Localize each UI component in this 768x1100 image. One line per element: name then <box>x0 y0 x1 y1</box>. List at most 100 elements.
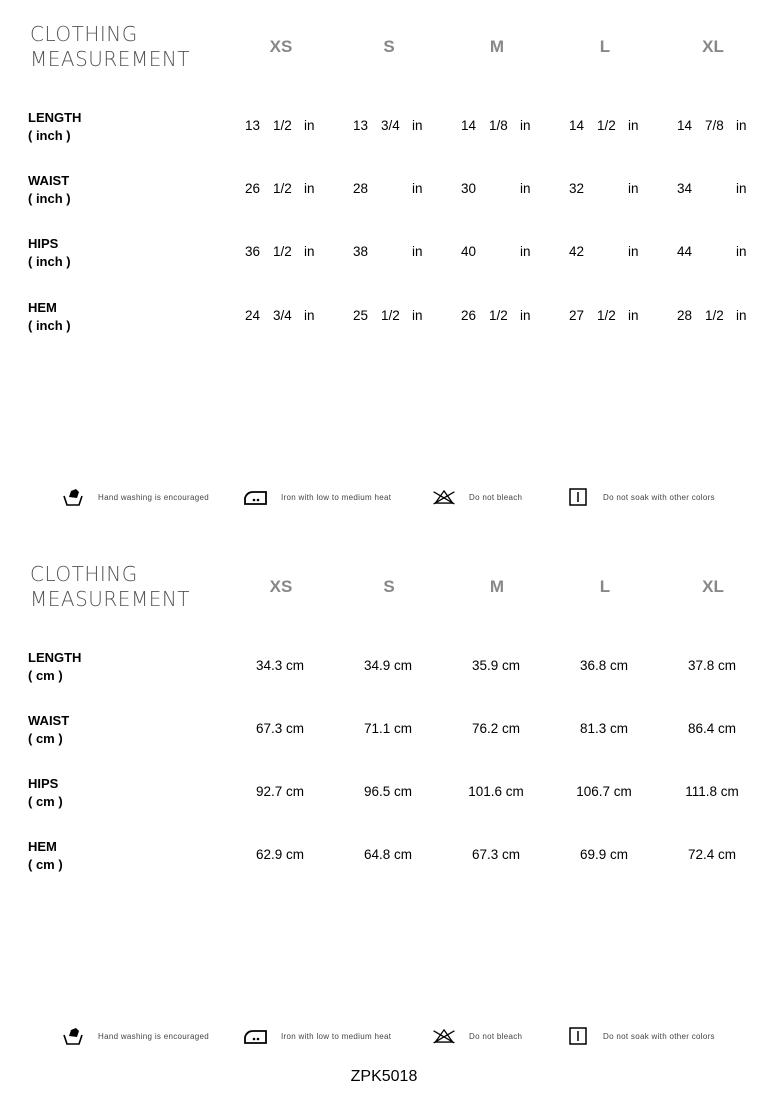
value-cell: 111.8 cm <box>685 784 739 799</box>
value-whole: 36 <box>245 244 261 259</box>
value-unit: in <box>520 118 531 133</box>
value-whole: 40 <box>461 244 477 259</box>
value-fraction: 3/4 <box>381 118 400 133</box>
value-whole: 44 <box>677 244 693 259</box>
value-cell: 62.9 cm <box>255 847 305 862</box>
value-fraction: 1/2 <box>273 118 292 133</box>
row-label: LENGTH <box>28 650 82 665</box>
row-unit: ( inch ) <box>28 254 71 269</box>
value-whole: 13 <box>245 118 261 133</box>
no-bleach-icon <box>431 486 457 508</box>
value-whole: 13 <box>353 118 369 133</box>
value-fraction: 1/8 <box>489 118 508 133</box>
row-label: WAIST <box>28 173 70 188</box>
row-label: HIPS <box>28 776 59 791</box>
hand-wash-icon <box>60 486 86 508</box>
section-title-line2: MEASUREMENT <box>30 47 191 71</box>
care-item: Hand washing is encouraged <box>60 1025 209 1047</box>
value-cell: 71.1 cm <box>363 721 413 736</box>
value-fraction: 7/8 <box>705 118 724 133</box>
size-header-l: L <box>599 37 611 56</box>
value-unit: in <box>304 181 315 196</box>
value-cell: 101.6 cm <box>468 784 524 799</box>
value-cell: 35.9 cm <box>471 658 521 673</box>
care-text: Iron with low to medium heat <box>281 492 392 502</box>
section-title-line2: MEASUREMENT <box>30 587 191 611</box>
no-bleach-icon <box>431 1025 457 1047</box>
value-fraction: 1/2 <box>597 308 616 323</box>
value-cell: 37.8 cm <box>687 658 737 673</box>
value-unit: in <box>520 308 531 323</box>
care-text: Do not bleach <box>469 492 523 502</box>
value-unit: in <box>628 181 639 196</box>
value-fraction: 3/4 <box>273 308 292 323</box>
value-whole: 28 <box>677 308 693 323</box>
value-unit: in <box>412 181 423 196</box>
row-unit: ( cm ) <box>28 857 63 872</box>
value-fraction: 1/2 <box>273 244 292 259</box>
row-label: HEM <box>28 839 57 854</box>
value-whole: 14 <box>461 118 477 133</box>
product-code: ZPK5018 <box>350 1068 418 1085</box>
row-label: HEM <box>28 300 57 315</box>
value-cell: 36.8 cm <box>579 658 629 673</box>
value-fraction: 1/2 <box>489 308 508 323</box>
care-item: Iron with low to medium heat <box>243 486 391 508</box>
value-whole: 38 <box>353 244 369 259</box>
row-unit: ( inch ) <box>28 318 71 333</box>
care-text: Do not bleach <box>469 1031 523 1041</box>
row-unit: ( cm ) <box>28 668 63 683</box>
iron-icon <box>243 1025 269 1047</box>
care-text: Hand washing is encouraged <box>98 492 209 502</box>
section-title: CLOTHING <box>30 22 138 46</box>
value-unit: in <box>304 118 315 133</box>
care-text: Hand washing is encouraged <box>98 1031 209 1041</box>
value-whole: 30 <box>461 181 477 196</box>
care-text: Iron with low to medium heat <box>281 1031 392 1041</box>
value-cell: 67.3 cm <box>471 847 521 862</box>
size-header-m: M <box>489 37 505 56</box>
size-header-xl: XL <box>702 37 724 56</box>
value-unit: in <box>628 308 639 323</box>
care-item: Do not soak with other colors <box>565 486 715 508</box>
value-fraction: 1/2 <box>597 118 616 133</box>
value-whole: 25 <box>353 308 369 323</box>
care-text: Do not soak with other colors <box>603 1031 715 1041</box>
row-unit: ( cm ) <box>28 731 63 746</box>
care-text: Do not soak with other colors <box>603 492 715 502</box>
value-unit: in <box>520 181 531 196</box>
value-unit: in <box>736 308 747 323</box>
value-whole: 28 <box>353 181 369 196</box>
value-fraction: 1/2 <box>273 181 292 196</box>
hand-wash-icon <box>60 1025 86 1047</box>
value-whole: 26 <box>245 181 261 196</box>
care-item: Do not bleach <box>431 1025 522 1047</box>
row-unit: ( inch ) <box>28 191 71 206</box>
value-cell: 92.7 cm <box>255 784 305 799</box>
value-cell: 96.5 cm <box>363 784 413 799</box>
value-unit: in <box>304 308 315 323</box>
care-item: Do not bleach <box>431 486 522 508</box>
value-cell: 81.3 cm <box>579 721 629 736</box>
size-header-s: S <box>383 577 395 596</box>
row-label: WAIST <box>28 713 70 728</box>
value-fraction: 1/2 <box>381 308 400 323</box>
value-cell: 72.4 cm <box>687 847 737 862</box>
value-unit: in <box>412 308 423 323</box>
value-unit: in <box>628 118 639 133</box>
size-header-xs: XS <box>269 37 293 56</box>
care-item: Hand washing is encouraged <box>60 486 209 508</box>
row-unit: ( cm ) <box>28 794 63 809</box>
care-item: Iron with low to medium heat <box>243 1025 391 1047</box>
size-header-s: S <box>383 37 395 56</box>
value-whole: 26 <box>461 308 477 323</box>
value-unit: in <box>412 244 423 259</box>
section-title: CLOTHING <box>30 562 138 586</box>
value-whole: 14 <box>569 118 585 133</box>
value-unit: in <box>736 118 747 133</box>
value-whole: 42 <box>569 244 585 259</box>
value-whole: 32 <box>569 181 585 196</box>
size-header-m: M <box>489 577 505 596</box>
size-header-l: L <box>599 577 611 596</box>
